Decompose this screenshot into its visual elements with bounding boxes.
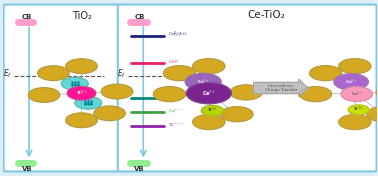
Circle shape xyxy=(348,105,369,115)
FancyArrow shape xyxy=(254,79,308,97)
Circle shape xyxy=(310,66,342,81)
Circle shape xyxy=(66,113,97,128)
Circle shape xyxy=(341,87,372,101)
Text: Ce$^{\bullet\bullet\bullet}_{i}$: Ce$^{\bullet\bullet\bullet}_{i}$ xyxy=(167,108,183,116)
Circle shape xyxy=(367,107,378,122)
Text: Ce'$_{Ti}$: Ce'$_{Ti}$ xyxy=(167,59,179,67)
Circle shape xyxy=(339,115,371,130)
Circle shape xyxy=(164,66,196,81)
Text: Intervalence
Charge Transfer: Intervalence Charge Transfer xyxy=(265,84,297,92)
Circle shape xyxy=(153,87,186,102)
Circle shape xyxy=(201,105,224,116)
Circle shape xyxy=(185,74,221,90)
Text: CB: CB xyxy=(22,14,33,20)
Circle shape xyxy=(38,66,69,80)
Circle shape xyxy=(66,59,97,74)
Circle shape xyxy=(94,106,125,121)
Circle shape xyxy=(230,85,262,100)
Circle shape xyxy=(61,77,88,90)
Text: Ti$^{\bullet\bullet\bullet\bullet}_{i}$: Ti$^{\bullet\bullet\bullet\bullet}_{i}$ xyxy=(167,121,184,130)
Circle shape xyxy=(339,59,371,74)
Text: Ti$^{4+}$: Ti$^{4+}$ xyxy=(76,89,87,98)
Text: Ti$^{3+}$: Ti$^{3+}$ xyxy=(353,105,364,114)
Text: Ce$^x_{Ti}$(4+): Ce$^x_{Ti}$(4+) xyxy=(167,31,187,40)
Text: Ce$^{4+}$: Ce$^{4+}$ xyxy=(345,77,357,87)
Circle shape xyxy=(376,85,378,100)
Text: Ce-TiO₂: Ce-TiO₂ xyxy=(247,10,285,20)
Text: VB: VB xyxy=(134,166,145,172)
Circle shape xyxy=(221,107,253,122)
Circle shape xyxy=(75,97,102,109)
Circle shape xyxy=(28,88,60,102)
Circle shape xyxy=(334,74,368,90)
Circle shape xyxy=(299,87,332,102)
FancyBboxPatch shape xyxy=(118,5,376,171)
Text: VB: VB xyxy=(22,166,33,172)
Text: Ti$^{\bullet\bullet\bullet}_{i}$: Ti$^{\bullet\bullet\bullet}_{i}$ xyxy=(167,95,181,102)
Text: Ce$^{4+}$: Ce$^{4+}$ xyxy=(197,77,209,87)
Text: Ce$^{3+}$: Ce$^{3+}$ xyxy=(202,89,216,98)
Circle shape xyxy=(193,59,225,74)
FancyBboxPatch shape xyxy=(4,5,120,171)
Text: TiO₂: TiO₂ xyxy=(71,11,91,21)
Text: E$_f$: E$_f$ xyxy=(117,68,126,80)
Text: CB: CB xyxy=(134,14,145,20)
Circle shape xyxy=(186,83,231,104)
Text: Ti$^{3+}$: Ti$^{3+}$ xyxy=(208,106,218,115)
Circle shape xyxy=(101,84,133,99)
Text: Ce$^{3+}$: Ce$^{3+}$ xyxy=(350,89,363,99)
Circle shape xyxy=(193,115,225,130)
Circle shape xyxy=(67,87,96,100)
Text: E$_f$: E$_f$ xyxy=(3,68,12,80)
